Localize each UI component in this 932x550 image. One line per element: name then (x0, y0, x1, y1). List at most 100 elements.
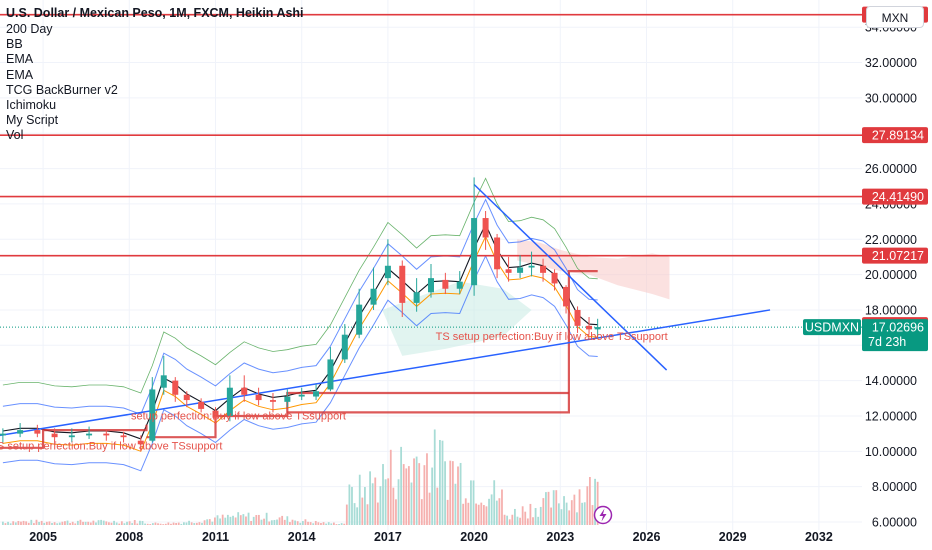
volume-bar (312, 523, 315, 525)
volume-bar (71, 521, 74, 525)
support-step-lines (0, 270, 598, 449)
candle-body (212, 410, 219, 418)
volume-bar (320, 523, 322, 525)
last-price-label-bg (862, 319, 928, 352)
volume-bar (105, 521, 108, 525)
indicator-ema[interactable]: EMA (6, 52, 34, 67)
volume-bar (281, 515, 284, 525)
candle-12 (183, 391, 190, 408)
level-label-bg (862, 127, 928, 144)
indicator-tcg-backburner[interactable]: TCG BackBurner v2 (6, 82, 118, 97)
volume-bar (415, 456, 418, 525)
volume-bar (428, 492, 431, 525)
volume-bar (464, 498, 467, 525)
volume-bar (294, 520, 296, 525)
volume-bar (66, 520, 69, 525)
candle-40 (563, 285, 570, 314)
candle-body (255, 394, 262, 401)
lightning-icon[interactable] (593, 505, 613, 525)
candle-body (505, 269, 512, 273)
x-tick-label: 2020 (460, 530, 488, 544)
ichimoku-cloud-red (517, 239, 670, 300)
volume-bar (102, 520, 105, 525)
volume-bar (296, 521, 299, 525)
volume-bar (317, 522, 320, 525)
currency-button[interactable]: MXN (866, 6, 924, 28)
candle-body (456, 281, 463, 289)
candle-25 (370, 267, 377, 310)
volume-bar (550, 507, 553, 525)
indicator-bb[interactable]: BB (6, 37, 23, 52)
volume-bar (301, 521, 304, 525)
volume-bar (226, 514, 229, 525)
volume-bar (43, 522, 46, 525)
annotation-1: setup perfection:Buy if low above TSsupp… (131, 411, 346, 423)
volume-bar (48, 521, 51, 525)
symbol-badge-bg (803, 319, 861, 336)
volume-bar (273, 519, 276, 525)
candle-27 (399, 260, 406, 318)
volume-bar (20, 521, 22, 525)
candle-34 (494, 233, 501, 279)
candle-body (86, 433, 93, 436)
candle-body (241, 387, 248, 395)
candle-22 (327, 347, 334, 392)
volume-bar (95, 522, 97, 525)
level-label: 27.89134 (872, 129, 924, 143)
volume-bar (270, 520, 273, 525)
volume-bar (431, 467, 434, 525)
volume-bar (568, 510, 571, 525)
volume-bar (307, 521, 309, 525)
volume-bar (482, 505, 485, 525)
volume-bar (576, 512, 578, 525)
volume-bar (17, 520, 20, 525)
volume-bar (263, 518, 265, 525)
indicator-ema-2[interactable]: EMA (6, 67, 34, 82)
volume-bar (12, 521, 15, 525)
volume-bar (265, 512, 268, 525)
candle-19 (284, 389, 291, 408)
volume-bar (371, 483, 374, 525)
volume-bar (118, 523, 121, 525)
volume-bar (190, 522, 193, 525)
volume-bar (64, 521, 66, 525)
volume-bar (157, 523, 159, 525)
volume-bar (493, 480, 496, 525)
volume-bar (475, 503, 478, 525)
candle-body (160, 375, 167, 388)
y-tick-label: 20.00000 (865, 268, 917, 282)
candle-body (471, 218, 478, 286)
candle-body (327, 359, 334, 390)
volume-bar (573, 494, 576, 525)
indicator-my-script[interactable]: My Script (6, 113, 59, 128)
candle-body (0, 433, 6, 436)
volume-bar (25, 521, 28, 525)
volume-bar (195, 522, 198, 525)
volume-bar (454, 483, 457, 525)
bb-lower-line (2, 254, 598, 472)
candle-body (17, 430, 24, 434)
volume-bar (250, 520, 253, 525)
volume-bar (423, 465, 426, 525)
volume-bar (7, 521, 9, 525)
candle-0 (0, 428, 6, 443)
indicator-vol[interactable]: Vol (6, 128, 24, 143)
volume-bar (304, 519, 307, 525)
volume-bar (462, 503, 465, 525)
x-tick-label: 2026 (633, 530, 661, 544)
candle-23 (341, 324, 348, 363)
indicator-200-day[interactable]: 200 Day (6, 22, 53, 36)
volume-bar (586, 486, 589, 525)
volume-bar (532, 517, 534, 525)
indicator-ichimoku[interactable]: Ichimoku (6, 98, 57, 113)
candle-3 (51, 428, 58, 443)
candle-body (120, 435, 127, 438)
volume-bar (340, 523, 343, 525)
volume-bar (87, 521, 90, 525)
candle-body (137, 440, 144, 445)
candle-42 (586, 317, 593, 335)
volume-bar (459, 462, 462, 525)
volume-bar (139, 520, 141, 525)
volume-bar (219, 518, 221, 525)
